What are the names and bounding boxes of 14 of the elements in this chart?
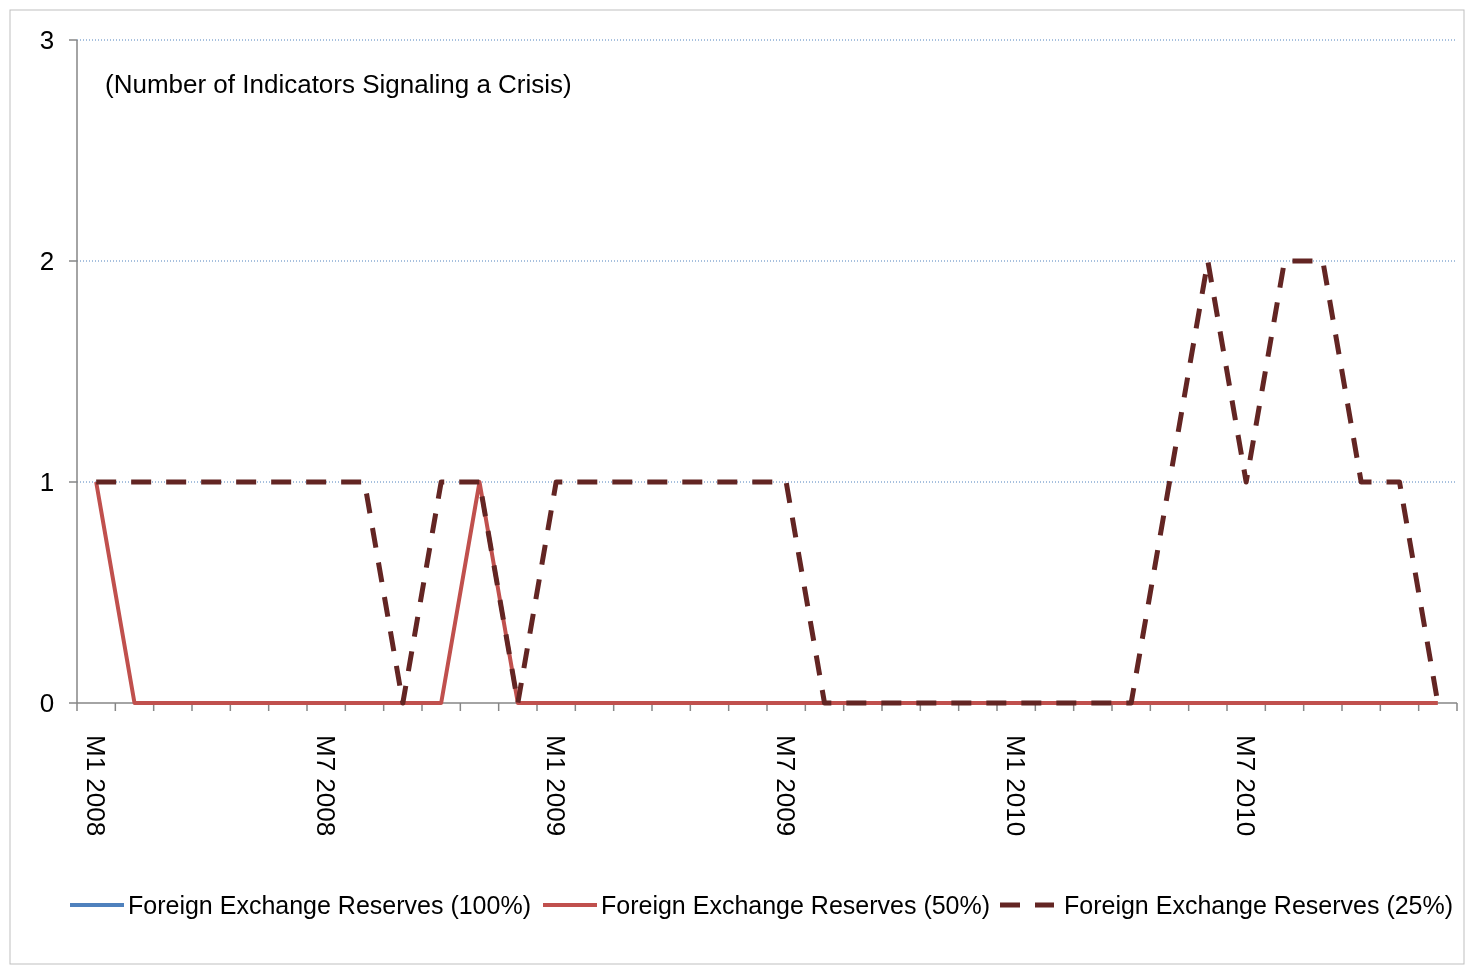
x-tick-label: M7 2009 xyxy=(771,735,802,837)
y-tick-label: 2 xyxy=(39,246,55,277)
x-tick-label: M1 2009 xyxy=(541,735,572,837)
legend-label: Foreign Exchange Reserves (100%) xyxy=(128,890,531,919)
legend-label: Foreign Exchange Reserves (25%) xyxy=(1064,890,1454,919)
x-tick-label: M7 2010 xyxy=(1231,735,1262,837)
x-tick-label: M7 2008 xyxy=(311,735,342,837)
y-tick-label: 3 xyxy=(39,25,55,56)
x-tick-label: M1 2008 xyxy=(81,735,112,837)
annotation: (Number of Indicators Signaling a Crisis) xyxy=(105,69,572,99)
y-tick-label: 0 xyxy=(39,688,55,719)
x-tick-label: M1 2010 xyxy=(1001,735,1032,837)
legend-label: Foreign Exchange Reserves (50%) xyxy=(601,890,991,919)
y-tick-label: 1 xyxy=(39,467,55,498)
